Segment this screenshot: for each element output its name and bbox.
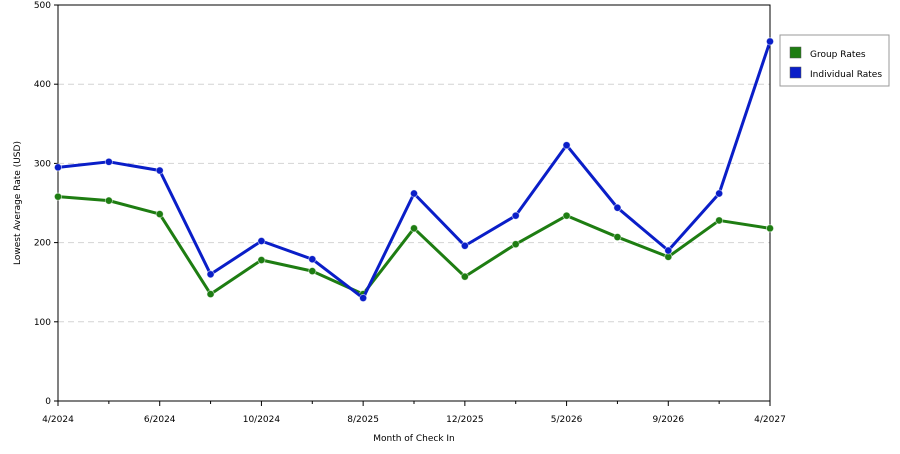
data-point-group-rates [104, 196, 113, 205]
x-tick-label: 8/2025 [347, 415, 379, 425]
data-point-group-rates [409, 224, 418, 233]
data-point-individual-rates [308, 255, 317, 264]
data-point-group-rates [766, 224, 775, 233]
y-tick-label: 0 [45, 397, 51, 407]
data-point-individual-rates [257, 237, 266, 246]
y-tick-labels: 0 100 200 300 400 500 [34, 1, 51, 407]
data-point-group-rates [155, 210, 164, 219]
data-point-individual-rates [562, 141, 571, 150]
data-point-individual-rates [155, 166, 164, 175]
data-point-individual-rates [664, 246, 673, 255]
data-point-individual-rates [511, 211, 520, 220]
data-point-group-rates [460, 272, 469, 281]
axes [54, 4, 771, 406]
data-point-individual-rates [613, 203, 622, 212]
x-tick-labels: 4/2024 6/2024 10/2024 8/2025 12/2025 5/2026 9/… [42, 415, 786, 425]
data-point-individual-rates [206, 270, 215, 279]
plot-frame [57, 4, 771, 402]
data-point-individual-rates [104, 157, 113, 166]
x-tick-label: 4/2027 [754, 415, 786, 425]
x-tick-label: 6/2024 [144, 415, 176, 425]
legend: Group Rates Individual Rates [779, 34, 890, 87]
y-tick-label: 500 [34, 1, 51, 11]
x-tick-label: 5/2026 [551, 415, 583, 425]
y-tick-label: 200 [34, 239, 51, 249]
data-point-individual-rates [715, 189, 724, 198]
data-point-individual-rates [766, 37, 775, 46]
data-point-individual-rates [54, 163, 63, 172]
series-line-individual-rates [56, 39, 772, 300]
y-tick-label: 100 [34, 318, 51, 328]
y-tick-label: 400 [34, 80, 51, 90]
data-point-group-rates [613, 233, 622, 242]
data-point-group-rates [257, 256, 266, 265]
x-axis-title: Month of Check In [373, 434, 455, 444]
legend-swatch-group-rates [789, 46, 802, 59]
y-tick-label: 300 [34, 159, 51, 169]
gridlines [58, 83, 770, 323]
legend-swatch-individual-rates [789, 66, 802, 79]
data-point-individual-rates [460, 241, 469, 250]
data-point-individual-rates [409, 189, 418, 198]
data-point-group-rates [562, 211, 571, 220]
x-tick-label: 4/2024 [42, 415, 74, 425]
y-axis-title: Lowest Average Rate (USD) [13, 141, 23, 265]
data-point-group-rates [511, 240, 520, 249]
legend-label-group-rates: Group Rates [810, 50, 866, 60]
legend-label-individual-rates: Individual Rates [810, 70, 882, 80]
data-point-group-rates [715, 216, 724, 225]
data-point-group-rates [308, 267, 317, 276]
series-lines [54, 37, 775, 303]
x-tick-label: 12/2025 [446, 415, 483, 425]
data-point-individual-rates [359, 294, 368, 303]
x-tick-label: 9/2026 [652, 415, 684, 425]
x-tick-label: 10/2024 [243, 415, 281, 425]
data-point-group-rates [54, 192, 63, 201]
data-point-group-rates [206, 290, 215, 299]
